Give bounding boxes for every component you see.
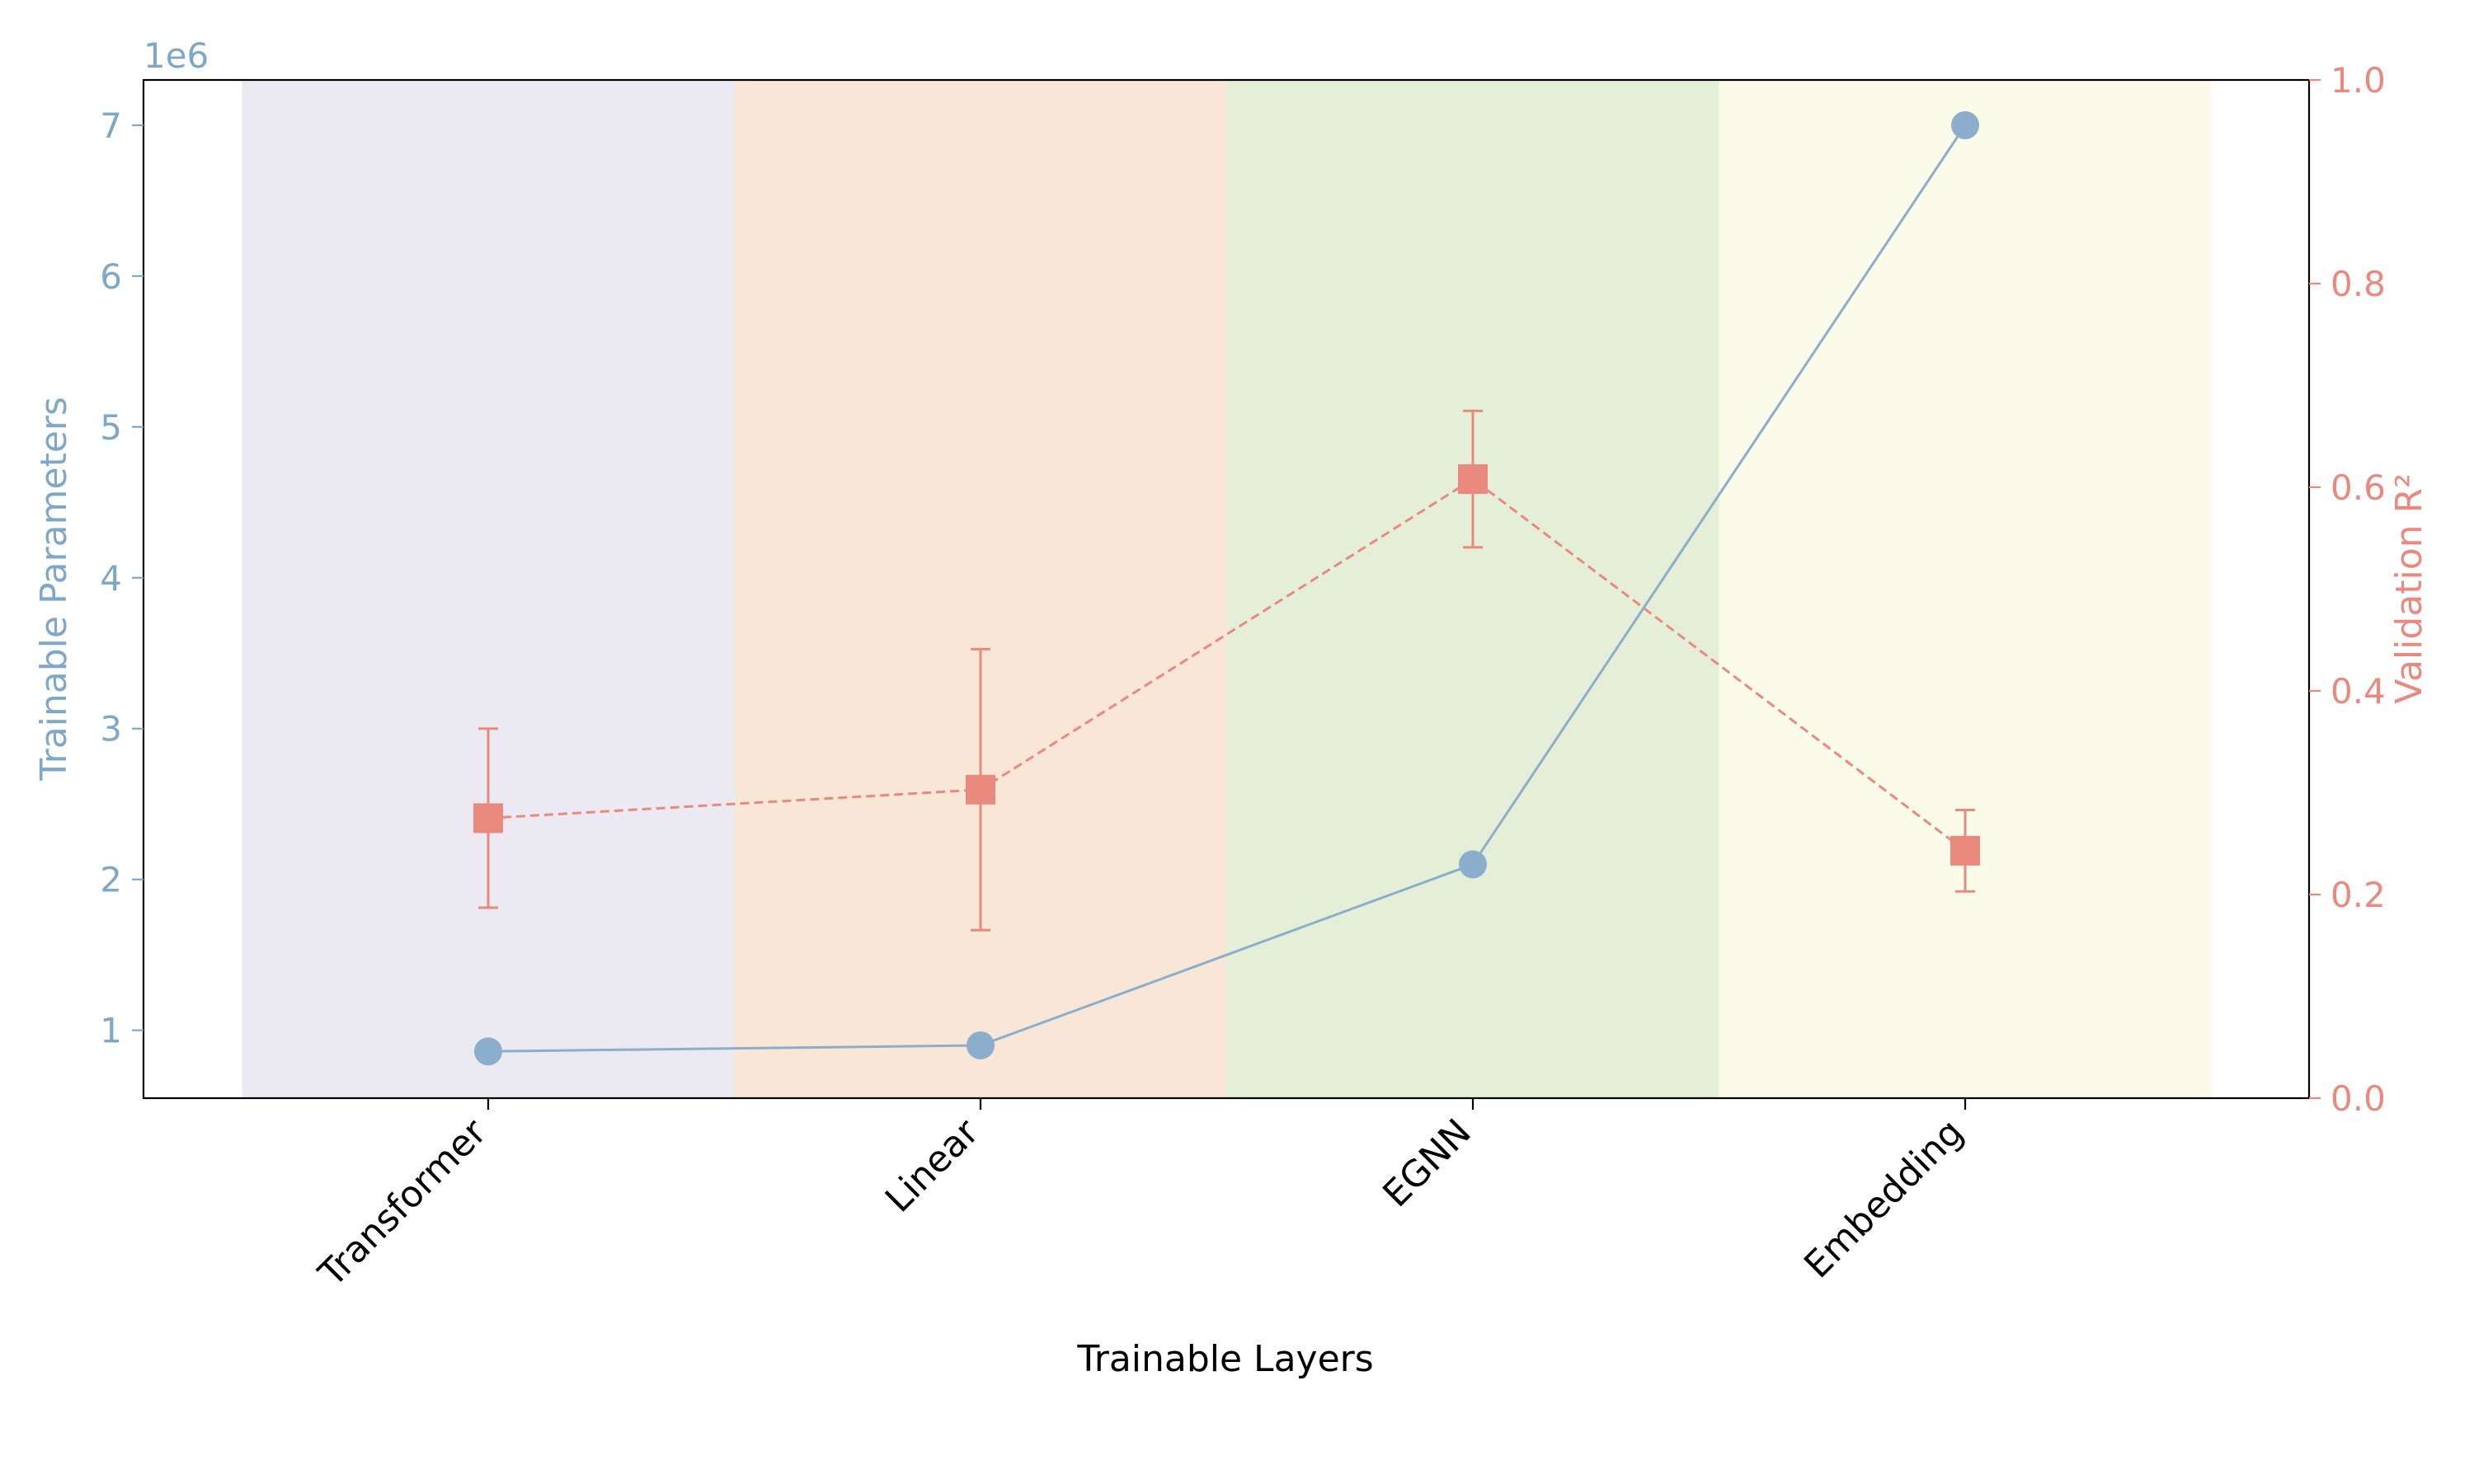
category-band-3 [1226, 80, 1719, 1098]
x-tick-label: Linear [877, 1111, 987, 1220]
right-tick-label: 0.4 [2331, 671, 2386, 711]
parameters-series [474, 110, 1979, 1066]
parameters-point [967, 1031, 995, 1059]
x-tick-label: Embedding [1796, 1111, 1972, 1287]
category-background-bands [242, 80, 2212, 1098]
x-tick-label: EGNN [1375, 1111, 1479, 1215]
left-axis-label: Trainable Parameters [33, 397, 75, 782]
r2-point [966, 774, 995, 805]
left-tick-label: 6 [100, 256, 122, 297]
r2-series [473, 409, 1980, 932]
x-axis: Transformer Linear EGNN Embedding [310, 1098, 1972, 1295]
right-axis: 0.0 0.2 0.4 0.6 0.8 1.0 [2309, 60, 2386, 1119]
left-axis: 1 2 3 4 5 6 7 [100, 106, 143, 1051]
r2-point [473, 803, 503, 834]
left-tick-label: 1 [100, 1011, 122, 1051]
category-band-4 [1719, 80, 2212, 1098]
right-tick-label: 0.0 [2331, 1078, 2386, 1119]
parameters-point [474, 1037, 502, 1066]
parameters-line [487, 124, 1967, 1053]
right-tick-label: 1.0 [2331, 60, 2386, 101]
left-tick-label: 4 [100, 558, 122, 599]
x-axis-label: Trainable Layers [1076, 1338, 1373, 1380]
right-tick-label: 0.2 [2331, 875, 2386, 915]
r2-line [487, 477, 1966, 852]
right-tick-label: 0.8 [2331, 264, 2386, 304]
category-band-1 [242, 80, 735, 1098]
category-band-2 [734, 80, 1227, 1098]
parameters-point [1951, 110, 1979, 139]
parameters-point [1459, 850, 1487, 879]
plot-frame [142, 78, 2311, 1100]
r2-point [1458, 464, 1488, 495]
left-tick-label: 2 [100, 860, 122, 900]
left-tick-label: 3 [100, 709, 122, 749]
left-axis-offset-text: 1e6 [143, 35, 209, 76]
right-axis-label: Validation R² [2388, 473, 2430, 703]
left-tick-label: 5 [100, 407, 122, 448]
left-tick-label: 7 [100, 106, 122, 146]
r2-point [1950, 835, 1980, 866]
x-tick-label: Transformer [310, 1111, 495, 1295]
right-tick-label: 0.6 [2331, 467, 2386, 508]
